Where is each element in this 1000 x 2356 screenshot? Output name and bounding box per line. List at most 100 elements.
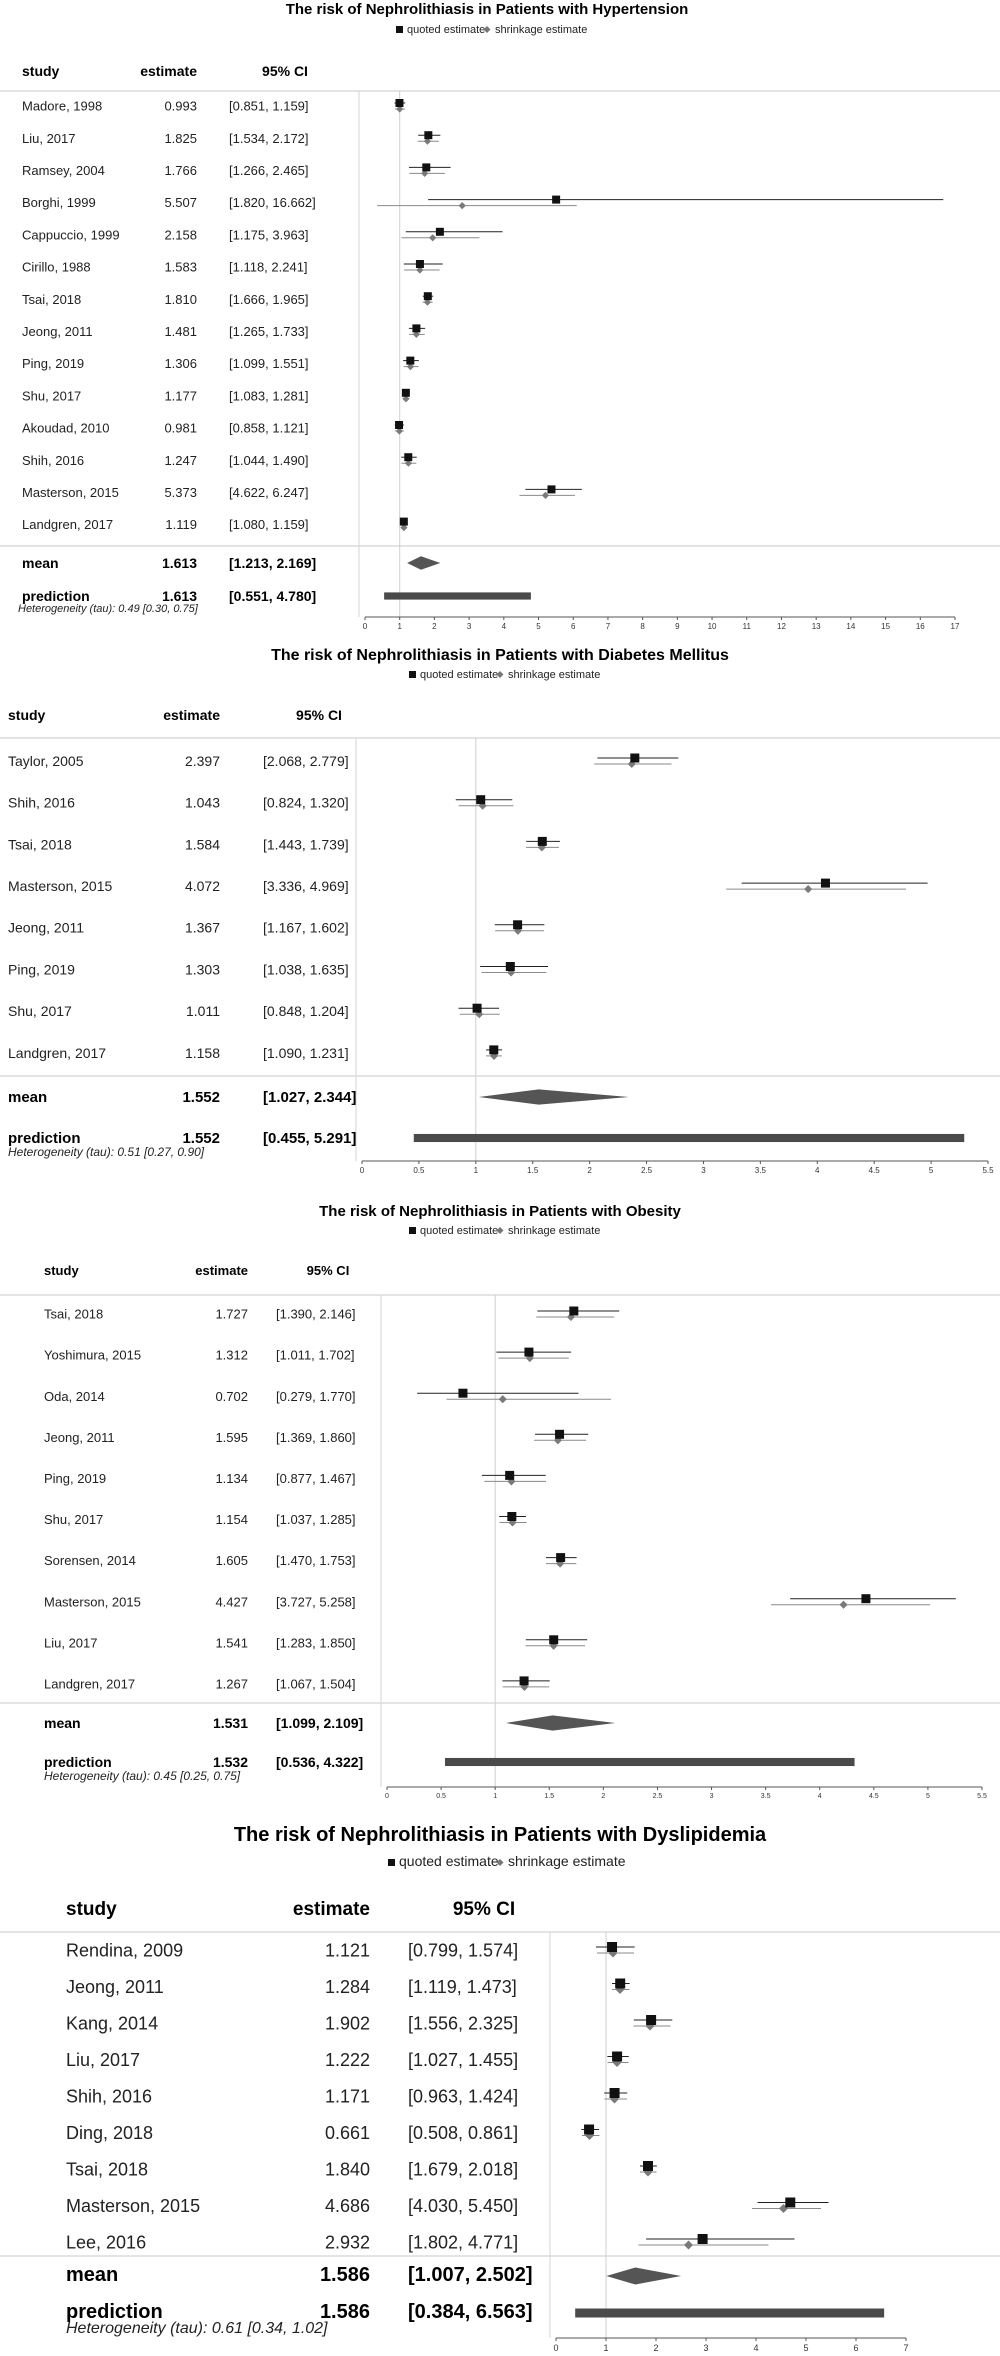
- study-ci: [1.175, 3.963]: [229, 227, 309, 242]
- study-row: Landgren, 2017 1.119 [1.080, 1.159]: [22, 517, 408, 532]
- quoted-estimate-marker: [643, 2161, 653, 2171]
- study-ci: [1.443, 1.739]: [263, 836, 349, 852]
- prediction-label: prediction: [66, 2301, 163, 2323]
- study-estimate: 2.932: [325, 2232, 370, 2252]
- chart-title: The risk of Nephrolithiasis in Patients …: [234, 1824, 767, 1846]
- quoted-estimate-marker: [820, 878, 830, 888]
- shrinkage-estimate-marker: [402, 395, 410, 403]
- shrinkage-estimate-marker: [423, 137, 432, 145]
- x-tick-label: 4: [815, 1166, 820, 1175]
- study-estimate: 1.727: [215, 1307, 248, 1322]
- mean-estimate: 1.531: [213, 1715, 248, 1731]
- x-tick-label: 0.5: [413, 1166, 425, 1175]
- quoted-estimate-marker: [513, 920, 523, 930]
- x-tick-label: 3: [710, 1793, 714, 1800]
- study-ci: [1.390, 2.146]: [276, 1307, 356, 1322]
- shrinkage-estimate-marker: [412, 330, 420, 338]
- study-ci: [1.283, 1.850]: [276, 1635, 356, 1650]
- study-estimate: 1.247: [164, 453, 197, 468]
- mean-diamond: [606, 2267, 682, 2285]
- legend-quoted-marker: [409, 1227, 416, 1234]
- x-tick-label: 8: [640, 622, 645, 631]
- forest-plot-panel: The risk of Nephrolithiasis in Patients …: [0, 1203, 1000, 1800]
- study-ci: [1.369, 1.860]: [276, 1430, 356, 1445]
- study-ci: [1.802, 4.771]: [408, 2232, 518, 2252]
- study-estimate: 1.158: [185, 1045, 220, 1061]
- chart-title: The risk of Nephrolithiasis in Patients …: [286, 1, 689, 18]
- study-name: Yoshimura, 2015: [44, 1348, 141, 1363]
- study-row: Rendina, 2009 1.121 [0.799, 1.574]: [66, 1940, 635, 1960]
- x-tick-label: 2.5: [653, 1793, 663, 1800]
- header-study: study: [66, 1899, 117, 1920]
- study-estimate: 1.583: [164, 260, 197, 275]
- legend-quoted-label: quoted estimate: [399, 1853, 499, 1869]
- x-tick-label: 0: [360, 1166, 365, 1175]
- study-estimate: 1.119: [165, 517, 197, 532]
- prediction-label: prediction: [22, 588, 90, 604]
- study-ci: [1.080, 1.159]: [229, 517, 309, 532]
- x-tick-label: 0.5: [436, 1793, 446, 1800]
- study-row: Masterson, 2015 4.427 [3.727, 5.258]: [44, 1594, 956, 1609]
- study-row: Jeong, 2011 1.367 [1.167, 1.602]: [8, 920, 545, 936]
- study-name: Tsai, 2018: [66, 2159, 148, 2179]
- study-row: Landgren, 2017 1.158 [1.090, 1.231]: [8, 1045, 503, 1061]
- x-tick-label: 10: [708, 622, 717, 631]
- quoted-estimate-marker: [399, 517, 408, 526]
- quoted-estimate-marker: [424, 131, 433, 140]
- legend: quoted estimate shrinkage estimate: [409, 669, 600, 681]
- prediction-interval-bar: [444, 1757, 855, 1767]
- x-tick-label: 13: [812, 622, 821, 631]
- study-row: Shu, 2017 1.011 [0.848, 1.204]: [8, 1003, 500, 1019]
- header-estimate: estimate: [195, 1263, 248, 1278]
- study-estimate: 4.072: [185, 878, 220, 894]
- mean-row: mean 1.552 [1.027, 2.344]: [8, 1089, 629, 1106]
- legend-shrinkage-marker: [496, 1227, 504, 1234]
- study-name: Ping, 2019: [22, 356, 84, 371]
- prediction-ci: [0.551, 4.780]: [229, 588, 316, 604]
- legend-shrinkage-label: shrinkage estimate: [508, 1225, 600, 1237]
- mean-estimate: 1.586: [320, 2264, 370, 2286]
- shrinkage-estimate-marker: [421, 169, 429, 177]
- x-tick-label: 17: [951, 622, 960, 631]
- prediction-ci: [0.455, 5.291]: [263, 1130, 356, 1147]
- study-row: Tsai, 2018 1.840 [1.679, 2.018]: [66, 2159, 657, 2179]
- prediction-row: prediction 1.613 [0.551, 4.780]: [22, 588, 531, 604]
- x-tick-label: 0: [363, 622, 368, 631]
- x-tick-label: 5: [536, 622, 541, 631]
- study-ci: [1.118, 2.241]: [229, 260, 308, 275]
- study-name: Tsai, 2018: [8, 836, 72, 852]
- x-tick-label: 4: [818, 1793, 822, 1800]
- study-ci: [0.851, 1.159]: [229, 99, 309, 114]
- study-name: Jeong, 2011: [44, 1430, 115, 1445]
- study-name: Cappuccio, 1999: [22, 227, 120, 242]
- study-ci: [4.030, 5.450]: [408, 2196, 518, 2216]
- x-tick-label: 3: [703, 2343, 708, 2353]
- quoted-estimate-marker: [646, 2015, 657, 2025]
- shrinkage-estimate-marker: [423, 298, 432, 306]
- x-tick-label: 5: [803, 2343, 808, 2353]
- study-name: Kang, 2014: [66, 2013, 158, 2033]
- study-ci: [1.044, 1.490]: [229, 453, 309, 468]
- study-row: Ramsey, 2004 1.766 [1.266, 2.465]: [22, 163, 451, 178]
- quoted-estimate-marker: [395, 99, 404, 107]
- header-study: study: [44, 1263, 79, 1278]
- study-row: Sorensen, 2014 1.605 [1.470, 1.753]: [44, 1553, 577, 1568]
- study-ci: [0.858, 1.121]: [229, 421, 309, 436]
- study-ci: [1.037, 1.285]: [276, 1512, 356, 1527]
- study-name: Masterson, 2015: [44, 1594, 141, 1609]
- study-row: Jeong, 2011 1.284 [1.119, 1.473]: [66, 1977, 630, 1997]
- header-ci: 95% CI: [307, 1263, 350, 1278]
- study-name: Landgren, 2017: [44, 1676, 135, 1691]
- prediction-label: prediction: [8, 1130, 81, 1147]
- study-name: Taylor, 2005: [8, 753, 84, 769]
- x-tick-label: 0: [385, 1793, 389, 1800]
- study-name: Shih, 2016: [66, 2086, 152, 2106]
- study-estimate: 1.810: [164, 292, 197, 307]
- x-tick-label: 3.5: [755, 1166, 767, 1175]
- x-tick-label: 1.5: [527, 1166, 539, 1175]
- study-name: Rendina, 2009: [66, 1940, 183, 1960]
- header-ci: 95% CI: [262, 63, 308, 79]
- study-estimate: 1.284: [325, 1977, 370, 1997]
- quoted-estimate-marker: [555, 1429, 565, 1439]
